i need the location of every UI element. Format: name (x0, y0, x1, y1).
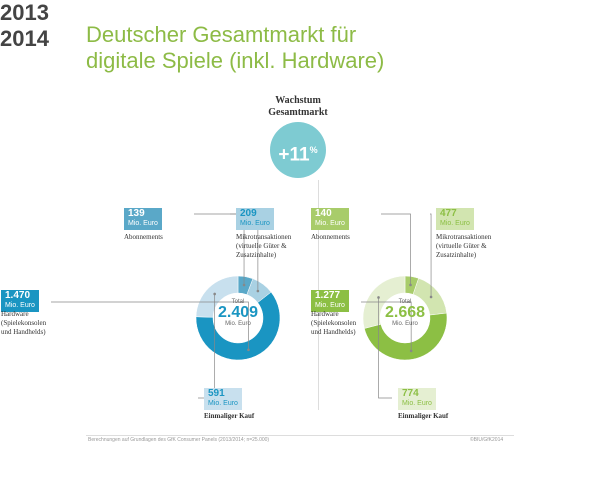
category-label-2014-1: Mikrotransaktionen (virtuelle Güter & Zusa… (436, 233, 492, 259)
value-label: 774 (402, 388, 419, 399)
value-box-2014-3: 774 Mio. Euro (398, 388, 436, 410)
unit-label: Mio. Euro (5, 302, 35, 309)
footer-rule (86, 435, 514, 436)
footer-copyright: ©BIU/GfK2014 (470, 437, 504, 443)
total-unit: Mio. Euro (392, 321, 418, 327)
growth-badge: +11% (270, 122, 326, 178)
page-title: Deutscher Gesamtmarkt für digitale Spiele… (86, 22, 385, 73)
leader-line-2014-1 (430, 213, 432, 297)
year-label-2014: 2014 (0, 26, 49, 51)
growth-label: Wachstum Gesamtmarkt (268, 95, 328, 118)
value-label: 1.470 (5, 290, 31, 301)
value-box-2013-1: 209 Mio. Euro (236, 208, 274, 230)
total-2013: Total 2.409 Mio. Euro (213, 299, 263, 327)
value-box-2014-0: 140 Mio. Euro (311, 208, 349, 230)
unit-label: Mio. Euro (208, 400, 238, 407)
leader-dot (429, 295, 433, 299)
leader-dot (242, 283, 246, 287)
value-label: 209 (240, 208, 257, 219)
unit-label: Mio. Euro (315, 302, 345, 309)
value-label: 477 (440, 208, 457, 219)
value-label: 140 (315, 208, 332, 219)
value-label: 591 (208, 388, 225, 399)
value-box-2013-3: 591 Mio. Euro (204, 388, 242, 410)
unit-label: Mio. Euro (315, 220, 345, 227)
value-box-2014-1: 477 Mio. Euro (436, 208, 474, 230)
leader-line-2013-2 (51, 301, 249, 350)
total-2014: Total 2.668 Mio. Euro (380, 299, 430, 327)
total: 2.668 (384, 304, 426, 321)
value-box-2013-0: 139 Mio. Euro (124, 208, 162, 230)
value-label: 1.277 (315, 290, 341, 301)
value-box-2014-2: 1.277 Mio. Euro (311, 290, 349, 312)
leader-line-2014-2 (361, 301, 412, 351)
category-label-2013-0: Abonnements (124, 233, 163, 241)
leader-dot (409, 283, 412, 287)
category-label-2013-2: Hardware (Spielekonsolen und Handhelds) (1, 310, 47, 336)
value-box-2013-2: 1.470 Mio. Euro (1, 290, 39, 312)
slice-2013-2 (195, 291, 281, 361)
unit-label: Mio. Euro (440, 220, 470, 227)
leader-line-2014-3 (378, 297, 392, 399)
category-label-2013-1: Mikrotransaktionen (virtuelle Güter & Zusa… (236, 233, 292, 259)
year-label-2013: 2013 (0, 0, 49, 25)
footer-source: Berechnungen auf Grundlagen des GfK Cons… (88, 437, 270, 443)
leader-line-2014-0 (381, 213, 411, 285)
value-label: 139 (128, 208, 145, 219)
category-label-2014-0: Abonnements (311, 233, 350, 241)
category-label-2014-3: Einmaliger Kauf (398, 412, 449, 420)
unit-label: Mio. Euro (128, 220, 158, 227)
leader-dot (247, 348, 250, 352)
total-unit: Mio. Euro (225, 321, 251, 327)
leader-dot (213, 292, 216, 296)
slice-2014-2 (364, 312, 448, 361)
unit-label: Mio. Euro (240, 220, 270, 227)
leader-dot (409, 349, 413, 353)
total-label: Total (398, 299, 412, 305)
unit-label: Mio. Euro (402, 400, 432, 407)
total: 2.409 (217, 304, 259, 321)
category-label-2013-3: Einmaliger Kauf (204, 412, 255, 420)
leader-dot (256, 289, 260, 293)
total-label: Total (231, 299, 245, 305)
category-label-2014-2: Hardware (Spielekonsolen und Handhelds) (311, 310, 357, 336)
leader-dot (377, 296, 380, 299)
slice-2013-3 (195, 275, 239, 318)
